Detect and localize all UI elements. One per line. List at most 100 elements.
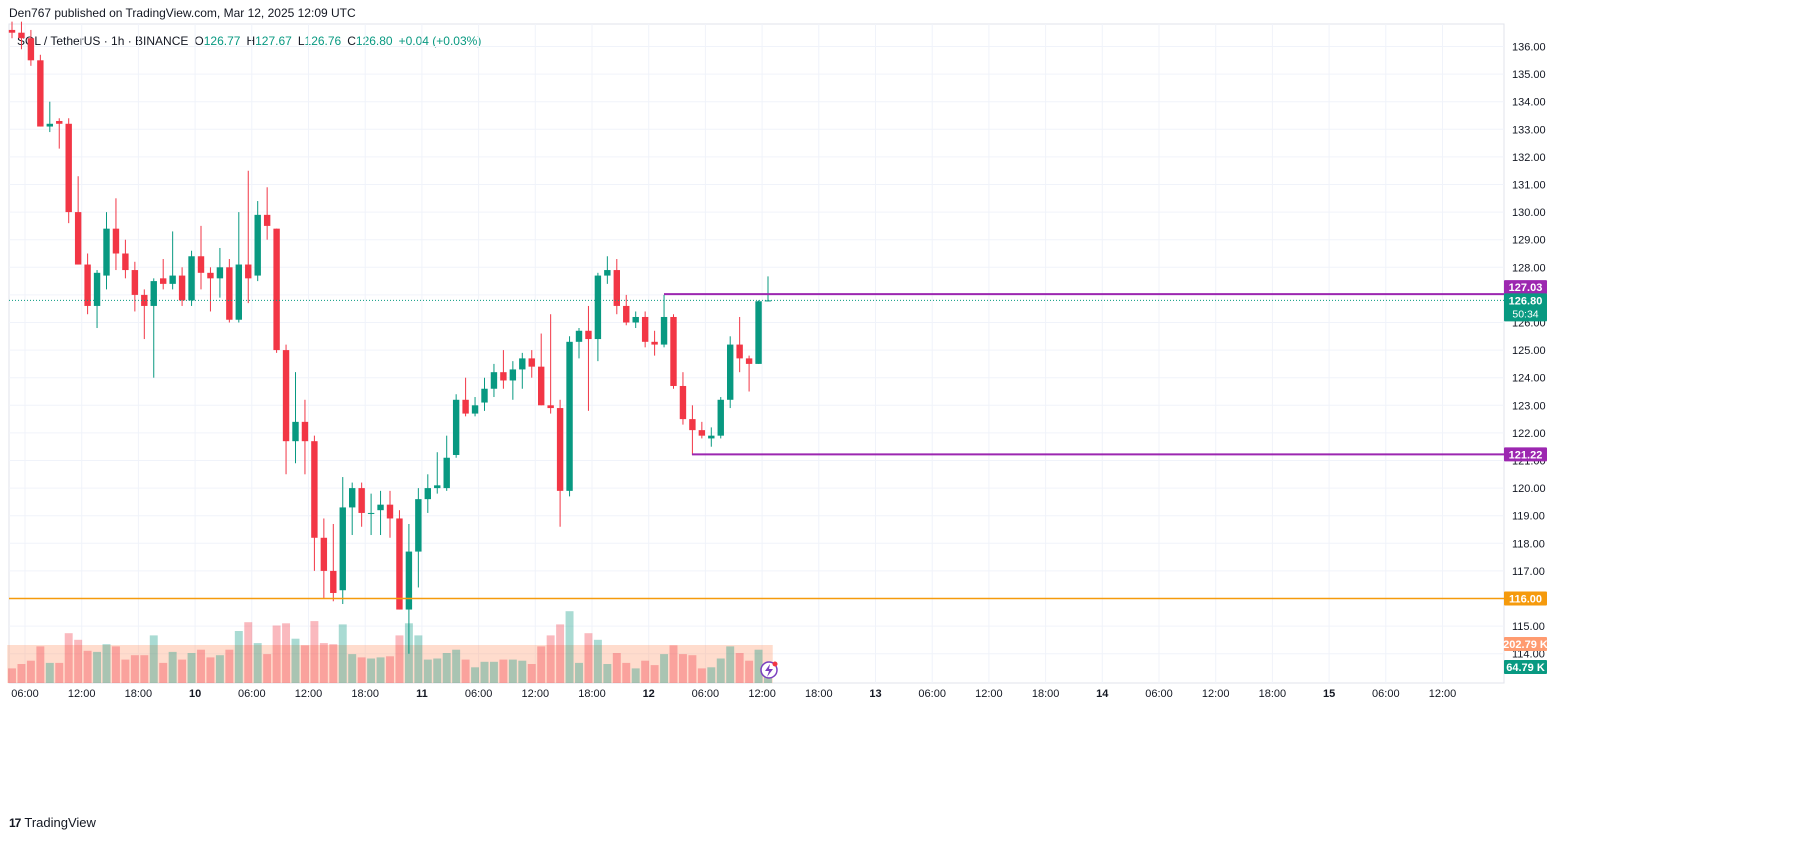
volume-bar	[726, 646, 735, 683]
candle-body	[197, 256, 205, 273]
y-tick-label: 130.00	[1512, 207, 1546, 219]
lightning-icon	[760, 661, 778, 679]
price-axis: 114.00 115.00 116.00 117.00 118.00 119.00 120.…	[1512, 42, 1546, 661]
volume-bar	[461, 659, 470, 683]
candle-body	[301, 421, 309, 442]
volume-bar	[178, 659, 187, 683]
candle-body	[93, 272, 101, 306]
volume-bar	[45, 662, 54, 683]
lightning-icon-bolt	[765, 664, 773, 677]
x-tick-label: 14	[1096, 688, 1109, 700]
candle-body	[56, 121, 63, 124]
volume-bar	[678, 654, 687, 683]
volume-bar	[206, 657, 215, 683]
change-value: +0.04 (+0.03%)	[398, 34, 482, 48]
low-key: L	[297, 34, 305, 48]
x-tick-label: 18:00	[805, 688, 833, 700]
candle-body	[604, 270, 611, 276]
countdown-text: 50:34	[1512, 308, 1538, 320]
volume-bar	[404, 623, 413, 683]
volume-bar	[584, 633, 593, 683]
y-tick-label: 120.00	[1512, 483, 1546, 495]
candles	[8, 21, 772, 654]
y-tick-label: 125.00	[1512, 345, 1546, 357]
low-value: 126.76	[304, 34, 342, 48]
x-tick-label: 18:00	[351, 688, 379, 700]
volume-bar	[414, 635, 423, 683]
volume-bar	[386, 656, 394, 683]
volume-bar	[631, 668, 640, 683]
last-price-text: 126.80	[1509, 295, 1543, 307]
candle-body	[84, 264, 91, 306]
y-tick-label: 131.00	[1512, 180, 1546, 192]
volume-bar	[518, 660, 527, 683]
candle-body	[150, 281, 157, 306]
support-badge-bg	[1504, 447, 1547, 462]
candle-body	[670, 316, 677, 386]
candle-body	[689, 419, 696, 431]
candle-body	[112, 228, 120, 254]
candle-body	[131, 270, 139, 295]
candle-body	[500, 372, 507, 381]
y-tick-label: 117.00	[1512, 566, 1545, 578]
tradingview-footer[interactable]: 17 TradingView	[9, 815, 96, 830]
y-tick-label: 132.00	[1512, 152, 1546, 164]
horizontal-badge-bg	[1504, 591, 1547, 606]
volume-bar	[26, 660, 35, 683]
candle-body	[594, 275, 602, 340]
y-tick-label: 123.00	[1512, 400, 1546, 412]
candle-body	[727, 344, 734, 400]
x-tick-label: 18:00	[125, 688, 153, 700]
volume-bar	[650, 665, 659, 683]
candle-body	[755, 301, 762, 364]
volume-bar	[489, 661, 498, 683]
candle-body	[263, 214, 271, 226]
resistance-badge-bg	[1504, 280, 1547, 295]
y-tick-label: 135.00	[1512, 69, 1546, 81]
volume-bar	[93, 651, 102, 683]
candle-body	[330, 570, 337, 593]
candle-body	[490, 372, 498, 389]
candle-body	[641, 316, 649, 342]
y-tick-label: 119.00	[1512, 511, 1545, 523]
volume-bar	[707, 667, 716, 683]
candle-body	[46, 123, 53, 127]
candle-body	[566, 341, 573, 491]
volume-bar	[452, 649, 461, 683]
candle-body	[528, 358, 535, 367]
x-tick-label: 12:00	[975, 688, 1003, 700]
candle-body	[169, 275, 176, 284]
candle-body	[396, 518, 403, 610]
x-tick-label: 12:00	[68, 688, 96, 700]
candle-body	[207, 272, 214, 279]
symbol-label[interactable]: SOL / TetherUS · 1h · BINANCE	[17, 34, 189, 48]
candle-body	[415, 499, 422, 552]
x-tick-label: 13	[869, 688, 881, 700]
volume-bar	[508, 659, 517, 683]
x-tick-label: 18:00	[1032, 688, 1060, 700]
volume-bar	[348, 654, 357, 683]
lightning-icon-dot	[772, 661, 778, 667]
candle-body	[538, 366, 545, 406]
x-tick-label: 06:00	[238, 688, 266, 700]
volume-bar	[225, 649, 234, 683]
y-tick-label: 116.00	[1512, 594, 1545, 606]
volume-badge-text: 64.79 K	[1506, 662, 1545, 674]
time-axis: 06:00 12:00 18:00 10 06:00 12:00 18:00 11 06:00 1…	[11, 688, 1456, 700]
volume-bar	[282, 623, 291, 683]
x-tick-label: 12	[643, 688, 655, 700]
close-key: C	[347, 34, 356, 48]
candle-body	[339, 507, 346, 591]
candle-body	[367, 512, 375, 514]
volume-bar	[168, 651, 177, 683]
volume-bar	[17, 664, 26, 683]
candle-body	[358, 488, 365, 513]
candle-body	[585, 330, 592, 340]
candle-body	[103, 228, 110, 276]
candle-body	[679, 385, 687, 420]
candle-body	[434, 485, 441, 489]
volume-bar	[338, 624, 347, 683]
resistance-badge: 127.03	[1504, 280, 1547, 295]
